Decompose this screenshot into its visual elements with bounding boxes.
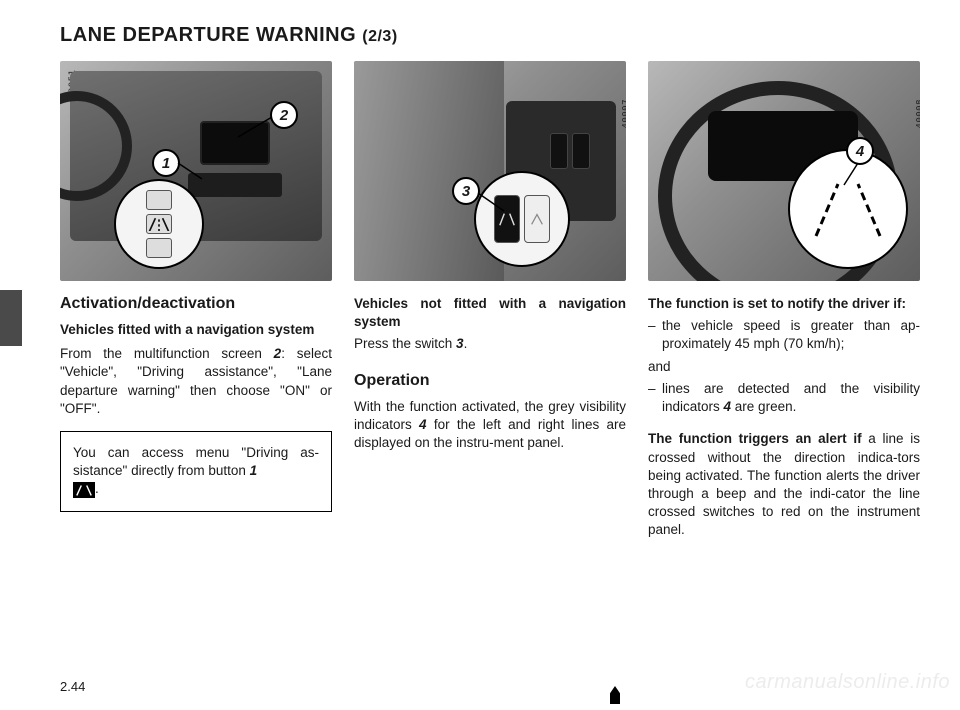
watermark: carmanualsonline.info xyxy=(745,671,950,694)
subhead-nav-vehicles: Vehicles fitted with a navigation system xyxy=(60,321,332,339)
column-3: 40008 4 The function is set to notify th… xyxy=(648,61,920,540)
lane-departure-icon xyxy=(73,482,95,498)
figure-dashboard: 39951 1 2 xyxy=(60,61,332,281)
leader-lines xyxy=(60,61,332,281)
notify-conditions-2: lines are detected and the visibility in… xyxy=(648,380,920,416)
list-item: lines are detected and the visibility in… xyxy=(648,380,920,416)
notify-conditions: the vehicle speed is greater than ap-pro… xyxy=(648,317,920,353)
para-activation: From the multifunction screen 2: select … xyxy=(60,345,332,418)
para-press-switch: Press the switch 3. xyxy=(354,335,626,353)
figure-instrument-panel: 40008 4 xyxy=(648,61,920,281)
heading-activation: Activation/deactivation xyxy=(60,295,332,313)
column-1: 39951 1 2 xyxy=(60,61,332,540)
title-part: (2/3) xyxy=(362,28,397,45)
list-item: the vehicle speed is greater than ap-pro… xyxy=(648,317,920,353)
leader-lines xyxy=(354,61,626,281)
column-2: 40007 xyxy=(354,61,626,540)
title-main: LANE DEPARTURE WARNING xyxy=(60,24,362,46)
page-title: LANE DEPARTURE WARNING (2/3) xyxy=(60,24,920,47)
and-text: and xyxy=(648,358,920,376)
crop-mark-icon xyxy=(610,686,620,704)
lead-notify: The function is set to notify the driver… xyxy=(648,295,920,313)
manual-page: LANE DEPARTURE WARNING (2/3) 39951 xyxy=(0,0,960,710)
para-operation: With the function activated, the grey vi… xyxy=(354,398,626,453)
subhead-no-nav: Vehicles not fitted with a navigation sy… xyxy=(354,295,626,331)
note-box: You can access menu "Driving as-sistance… xyxy=(60,431,332,512)
columns: 39951 1 2 xyxy=(60,61,920,540)
para-trigger: The function triggers an alert if a line… xyxy=(648,430,920,539)
heading-operation: Operation xyxy=(354,372,626,390)
figure-switch: 40007 xyxy=(354,61,626,281)
section-tab xyxy=(0,290,22,346)
page-number: 2.44 xyxy=(60,679,85,694)
leader-lines xyxy=(648,61,920,281)
